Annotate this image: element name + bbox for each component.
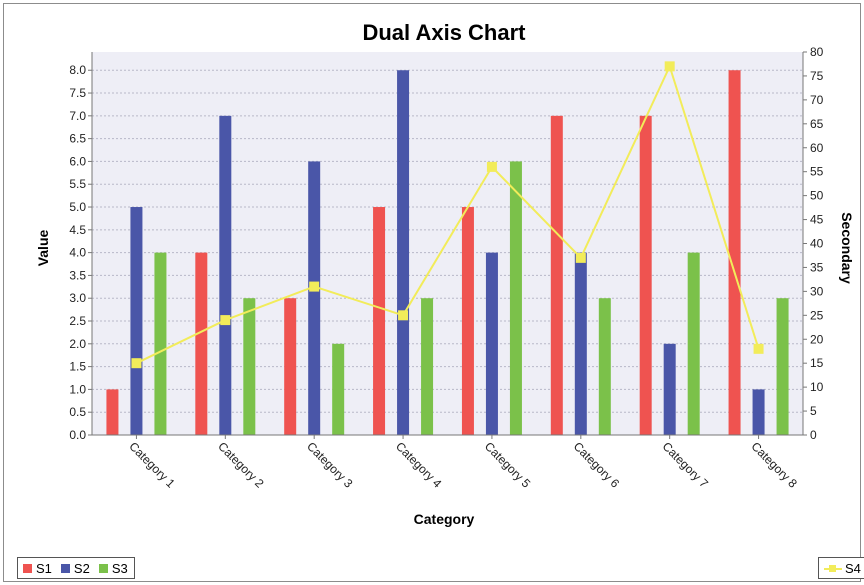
y2-axis-label: Secondary (839, 212, 855, 284)
point-s4 (753, 343, 764, 354)
x-tick-label: Category 6 (571, 439, 623, 491)
y2-tick-label: 70 (810, 93, 824, 107)
legend-label: S2 (73, 560, 90, 576)
y2-tick-label: 65 (810, 117, 824, 131)
bar-s1 (550, 115, 563, 435)
legend-left: S1 S2 S3 (17, 557, 135, 579)
point-s4 (664, 61, 675, 72)
bar-s2 (574, 252, 587, 435)
y2-tick-label: 50 (810, 189, 824, 203)
bar-s3 (687, 252, 700, 435)
bar-s3 (243, 298, 256, 435)
y2-tick-label: 45 (810, 213, 824, 227)
bar-s2 (397, 70, 410, 435)
line-s4 (136, 63, 760, 365)
legend-label: S4 (845, 560, 861, 576)
dual-axis-chart: Dual Axis Chart Value Secondary Category… (35, 20, 855, 527)
bar-s3 (509, 161, 522, 435)
bar-s3 (776, 298, 789, 435)
y2-tick-label: 75 (810, 69, 824, 83)
bar-s2 (663, 343, 676, 435)
x-tick-label: Category 7 (660, 439, 712, 491)
y-tick-label: 1.0 (69, 382, 86, 396)
legend-item-s2: S2 (60, 560, 90, 576)
legend-item-s3: S3 (98, 560, 128, 576)
point-s4 (131, 358, 142, 369)
y2-tick-label: 40 (810, 237, 824, 251)
y-tick-label: 3.5 (69, 268, 86, 282)
y-tick-label: 4.5 (69, 223, 86, 237)
chart-title: Dual Axis Chart (362, 20, 526, 45)
bar-s1 (106, 389, 119, 435)
legend-item-s4: S4 (824, 561, 861, 576)
bar-s3 (421, 298, 434, 435)
point-s4 (486, 161, 497, 172)
legend-swatch (824, 564, 842, 573)
legend-swatch (23, 563, 32, 573)
y-tick-label: 4.0 (69, 246, 86, 260)
bar-s1 (461, 207, 474, 435)
bar-s1 (639, 115, 652, 435)
y-tick-label: 3.0 (69, 291, 86, 305)
y-tick-label: 7.0 (69, 109, 86, 123)
y-axis-label: Value (35, 230, 51, 267)
chart-frame: Dual Axis Chart Value Secondary Category… (3, 3, 864, 582)
legend-right: S4 (818, 557, 864, 579)
y-tick-label: 6.5 (69, 132, 86, 146)
x-tick-label: Category 3 (304, 439, 356, 491)
x-tick-label: Category 5 (482, 439, 534, 491)
bar-s2 (752, 389, 765, 435)
y-tick-label: 2.5 (69, 314, 86, 328)
point-s4 (575, 252, 586, 263)
bar-s2 (219, 115, 232, 435)
bar-s2 (308, 161, 321, 435)
y-tick-label: 0.0 (69, 428, 86, 442)
bar-s1 (284, 298, 297, 435)
x-axis-label: Category (414, 511, 475, 527)
y-tick-label: 2.0 (69, 337, 86, 351)
y-tick-label: 5.5 (69, 177, 86, 191)
legend-label: S3 (111, 560, 128, 576)
bar-s3 (598, 298, 611, 435)
y2-tick-label: 5 (810, 404, 817, 418)
bar-s3 (332, 343, 345, 435)
x-tick-label: Category 4 (393, 439, 445, 491)
legend-item-s1: S1 (23, 561, 52, 576)
y-tick-label: 1.5 (69, 360, 86, 374)
y-tick-label: 7.5 (69, 86, 86, 100)
legend-swatch (60, 563, 70, 573)
bar-s1 (373, 207, 386, 435)
x-tick-label: Category 8 (748, 439, 800, 491)
bar-s3 (154, 252, 167, 435)
y2-tick-label: 10 (810, 380, 824, 394)
y2-tick-label: 30 (810, 284, 824, 298)
y2-tick-label: 25 (810, 308, 824, 322)
legend-label: S1 (36, 560, 52, 576)
y-tick-label: 6.0 (69, 154, 86, 168)
y2-tick-label: 15 (810, 356, 824, 370)
y2-tick-label: 55 (810, 165, 824, 179)
bar-s2 (485, 252, 498, 435)
bar-s1 (728, 70, 741, 435)
y-tick-label: 8.0 (69, 63, 86, 77)
y-tick-label: 5.0 (69, 200, 86, 214)
point-s4 (398, 310, 409, 321)
y2-tick-label: 35 (810, 260, 824, 274)
y2-tick-label: 0 (810, 428, 817, 442)
y2-tick-label: 60 (810, 141, 824, 155)
point-s4 (309, 281, 320, 292)
x-tick-label: Category 2 (215, 439, 267, 491)
y2-tick-label: 20 (810, 332, 824, 346)
y2-tick-label: 80 (810, 45, 824, 59)
point-s4 (220, 315, 231, 326)
x-tick-label: Category 1 (126, 439, 178, 491)
bar-s2 (130, 207, 143, 435)
y-tick-label: 0.5 (69, 405, 86, 419)
bar-s1 (195, 252, 208, 435)
legend-swatch (98, 563, 108, 573)
